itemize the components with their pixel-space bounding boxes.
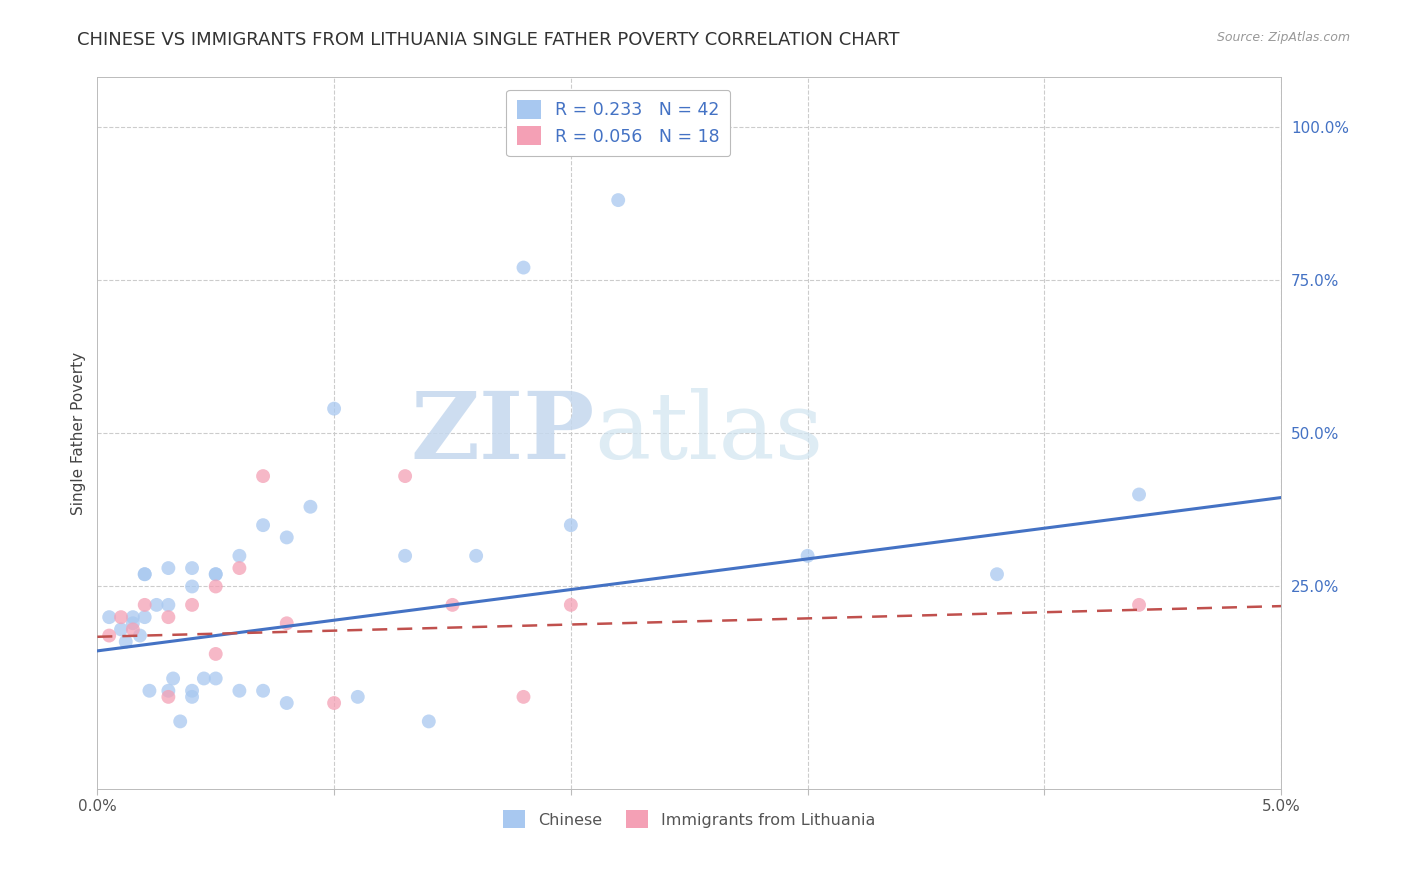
Point [134, 567, 156, 582]
Point [512, 260, 534, 275]
Point [299, 500, 322, 514]
Point [560, 598, 582, 612]
Point [796, 549, 818, 563]
Point [157, 598, 180, 612]
Point [181, 561, 204, 575]
Point [204, 567, 226, 582]
Point [138, 683, 160, 698]
Point [607, 193, 630, 207]
Point [252, 518, 274, 533]
Point [145, 598, 167, 612]
Point [134, 598, 156, 612]
Point [1128, 487, 1150, 501]
Point [157, 683, 180, 698]
Point [276, 696, 298, 710]
Text: atlas: atlas [595, 388, 824, 478]
Point [228, 561, 250, 575]
Point [134, 567, 156, 582]
Point [418, 714, 440, 729]
Point [169, 714, 191, 729]
Point [114, 634, 136, 648]
Point [157, 610, 180, 624]
Point [986, 567, 1008, 582]
Y-axis label: Single Father Poverty: Single Father Poverty [72, 351, 86, 515]
Point [110, 623, 132, 637]
Point [98, 610, 121, 624]
Point [204, 647, 226, 661]
Point [1128, 598, 1150, 612]
Point [323, 696, 346, 710]
Point [162, 672, 184, 686]
Point [276, 616, 298, 631]
Point [181, 598, 204, 612]
Point [134, 610, 156, 624]
Point [276, 530, 298, 544]
Point [465, 549, 488, 563]
Point [204, 672, 226, 686]
Point [157, 561, 180, 575]
Point [252, 469, 274, 483]
Text: CHINESE VS IMMIGRANTS FROM LITHUANIA SINGLE FATHER POVERTY CORRELATION CHART: CHINESE VS IMMIGRANTS FROM LITHUANIA SIN… [77, 31, 900, 49]
Point [157, 690, 180, 704]
Point [129, 628, 152, 642]
Point [228, 549, 250, 563]
Point [441, 598, 464, 612]
Point [323, 401, 346, 416]
Point [193, 672, 215, 686]
Point [98, 628, 121, 642]
Point [228, 683, 250, 698]
Point [110, 610, 132, 624]
Point [121, 610, 143, 624]
Point [512, 690, 534, 704]
Text: Source: ZipAtlas.com: Source: ZipAtlas.com [1216, 31, 1350, 45]
Point [560, 518, 582, 533]
Point [346, 690, 368, 704]
Point [394, 469, 416, 483]
Point [204, 567, 226, 582]
Point [394, 549, 416, 563]
Legend: Chinese, Immigrants from Lithuania: Chinese, Immigrants from Lithuania [496, 804, 882, 834]
Point [121, 616, 143, 631]
Point [121, 623, 143, 637]
Point [181, 579, 204, 593]
Point [252, 683, 274, 698]
Point [181, 683, 204, 698]
Point [204, 579, 226, 593]
Point [181, 690, 204, 704]
Text: ZIP: ZIP [411, 388, 595, 478]
